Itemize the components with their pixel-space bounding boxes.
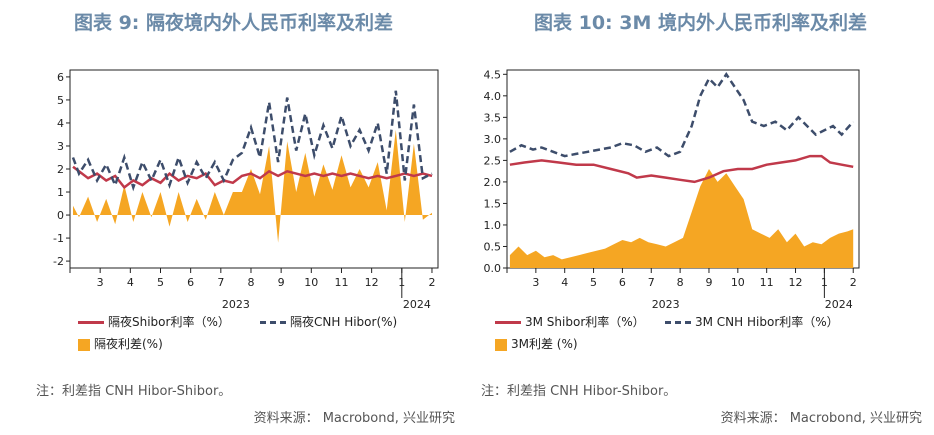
- x-tick-label: 10: [731, 276, 745, 289]
- legend-dash-swatch: [665, 321, 691, 324]
- x-year-label: 2023: [222, 298, 250, 311]
- x-tick-label: 11: [760, 276, 774, 289]
- y-tick-label: 1.5: [484, 197, 502, 210]
- legend-spread: 3M利差 (%): [495, 335, 578, 352]
- y-tick-label: 0.5: [484, 240, 502, 253]
- legend-line-swatch: [78, 321, 104, 324]
- spread-area-series: [73, 129, 432, 243]
- x-tick-label: 6: [619, 276, 626, 289]
- x-year-label: 2024: [825, 298, 853, 311]
- chart-source: 资料来源： Macrobond, 兴业研究: [720, 411, 922, 426]
- overnight-chart-panel: 图表 9: 隔夜境内外人民币利率及利差 6 5 4 3 2 1 0 -1 -2 3 4 5 6 7 8 9 10…: [36, 12, 458, 426]
- x-tick-label: 7: [648, 276, 655, 289]
- x-tick-label: 12: [789, 276, 803, 289]
- legend-line-swatch: [495, 321, 521, 324]
- x-tick-label: 4: [561, 276, 568, 289]
- x-tick-label: 10: [304, 276, 318, 289]
- legend-label: 隔夜CNH Hibor(%): [290, 315, 398, 329]
- chart-legend: 3M Shibor利率（%） 3M CNH Hibor利率（%） 3M利差 (%…: [495, 313, 925, 353]
- y-tick-label: -2: [53, 255, 64, 268]
- x-tick-label: 5: [157, 276, 164, 289]
- y-tick-label: 4.0: [484, 90, 502, 103]
- legend-shibor: 3M Shibor利率（%）: [495, 313, 645, 330]
- y-tick-label: 1.0: [484, 219, 502, 232]
- legend-label: 3M利差 (%): [511, 337, 578, 351]
- legend-label: 3M Shibor利率（%）: [525, 315, 645, 329]
- 3m-chart-panel: 图表 10: 3M 境内外人民币利率及利差 4.5 4.0 3.5 3.0 2.5 2.0…: [467, 0, 934, 435]
- y-tick-label: 3: [57, 140, 64, 153]
- x-year-label: 2023: [652, 298, 680, 311]
- legend-dash-swatch: [260, 321, 286, 324]
- chart-title: 图表 9: 隔夜境内外人民币利率及利差: [73, 12, 394, 34]
- chart-note: 注：利差指 CNH Hibor-Shibor。: [481, 384, 677, 399]
- x-tick-label: 11: [334, 276, 348, 289]
- legend-label: 隔夜Shibor利率（%）: [108, 315, 230, 329]
- y-tick-label: 2.0: [484, 176, 502, 189]
- x-tick-label: 8: [247, 276, 254, 289]
- plot-frame: [69, 69, 439, 269]
- y-tick-label: -1: [53, 232, 64, 245]
- y-tick-label: 2: [57, 163, 64, 176]
- x-tick-label: 4: [127, 276, 134, 289]
- legend-hibor: 3M CNH Hibor利率（%）: [665, 313, 839, 330]
- chart-source: 资料来源： Macrobond, 兴业研究: [253, 411, 455, 426]
- x-tick-label: 3: [97, 276, 104, 289]
- x-tick-label: 2: [850, 276, 857, 289]
- x-tick-label: 5: [590, 276, 597, 289]
- legend-label: 3M CNH Hibor利率（%）: [695, 315, 839, 329]
- x-tick-label: 7: [217, 276, 224, 289]
- y-tick-label: 1: [57, 186, 64, 199]
- y-tick-label: 6: [57, 71, 64, 84]
- chart-title: 图表 10: 3M 境内外人民币利率及利差: [533, 12, 867, 34]
- shibor-line-series: [509, 154, 854, 184]
- x-year-label: 2024: [403, 298, 431, 311]
- x-tick-label: 6: [187, 276, 194, 289]
- legend-label: 隔夜利差(%): [94, 337, 163, 351]
- legend-spread: 隔夜利差(%): [78, 335, 163, 352]
- x-tick-label: 3: [532, 276, 539, 289]
- 3m-rate-chart: 4.5 4.0 3.5 3.0 2.5 2.0 1.5 1.0 0.5 0.0 3 4 5 6 7 8 9 10 1…: [484, 68, 860, 311]
- legend-shibor: 隔夜Shibor利率（%）: [78, 313, 230, 330]
- x-tick-label: 12: [365, 276, 379, 289]
- y-tick-label: 4: [57, 117, 64, 130]
- y-tick-label: 0.0: [484, 262, 502, 275]
- y-tick-label: 0: [57, 209, 64, 222]
- hibor-line-series: [509, 72, 855, 158]
- x-tick-label: 9: [278, 276, 285, 289]
- hibor-line-series: [71, 90, 433, 192]
- chart-legend: 隔夜Shibor利率（%） 隔夜CNH Hibor(%) 隔夜利差(%): [78, 313, 458, 353]
- legend-area-swatch: [495, 338, 507, 351]
- x-tick-label: 2: [428, 276, 435, 289]
- x-tick-label: 8: [677, 276, 684, 289]
- x-tick-label: 9: [705, 276, 712, 289]
- y-tick-label: 3.0: [484, 133, 502, 146]
- legend-area-swatch: [78, 338, 90, 351]
- shibor-line-series: [72, 165, 433, 190]
- y-tick-label: 3.5: [484, 111, 502, 124]
- legend-hibor: 隔夜CNH Hibor(%): [260, 313, 397, 330]
- chart-note: 注：利差指 CNH Hibor-Shibor。: [36, 384, 232, 399]
- y-tick-label: 4.5: [484, 68, 502, 81]
- spread-area-series: [509, 169, 854, 268]
- y-tick-label: 5: [57, 94, 64, 107]
- y-tick-label: 2.5: [484, 154, 502, 167]
